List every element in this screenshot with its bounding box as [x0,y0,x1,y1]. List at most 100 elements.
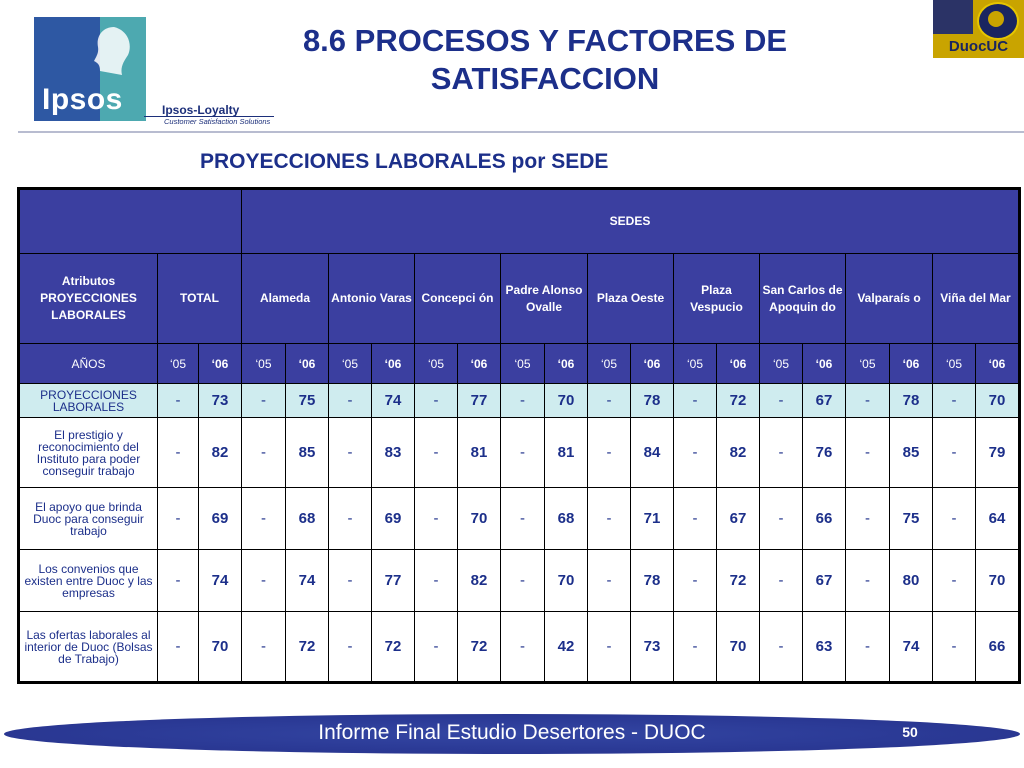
value-cell-05: - [932,383,976,418]
value-cell-05: - [328,417,372,488]
value-cell-06: 72 [371,611,415,682]
face-silhouette-icon [94,27,130,75]
year-05-cell: ‘05 [673,343,717,384]
value-cell-05: - [845,611,890,682]
year-06-cell: ‘06 [889,343,933,384]
value-cell-06: 82 [716,417,760,488]
value-cell-06: 70 [198,611,242,682]
value-cell-05: - [932,611,976,682]
year-06-cell: ‘06 [371,343,415,384]
value-cell-05: - [328,611,372,682]
value-cell-05: - [157,487,199,550]
loyalty-divider [144,116,274,117]
value-cell-05: - [673,611,717,682]
table-row: Las ofertas laborales al interior de Duo… [19,611,1019,682]
value-cell-05: - [587,417,631,488]
year-05-cell: ‘05 [932,343,976,384]
value-cell-06: 76 [802,417,846,488]
ipsos-wordmark: Ipsos [42,83,123,116]
table-row: PROYECCIONES LABORALES -73-75-74-77-70-78… [19,383,1019,418]
value-cell-05: - [673,549,717,612]
value-cell-05: - [414,549,458,612]
value-cell-05: - [500,549,545,612]
slide-title-line-1: 8.6 PROCESOS Y FACTORES DE [302,23,788,58]
total-header: TOTAL [157,253,242,344]
value-cell-06: 64 [975,487,1019,550]
value-cell-06: 70 [544,383,588,418]
value-cell-06: 70 [975,549,1019,612]
sedes-header: SEDES [241,189,1019,254]
value-cell-06: 78 [630,549,674,612]
value-cell-06: 69 [371,487,415,550]
value-cell-06: 73 [198,383,242,418]
value-cell-06: 66 [975,611,1019,682]
value-cell-05: - [759,417,803,488]
value-cell-06: 42 [544,611,588,682]
site-header-san-carlos: San Carlos de Apoquin do [759,253,846,344]
site-header-vina-del-mar: Viña del Mar [932,253,1019,344]
value-cell-05: - [241,383,286,418]
value-cell-06: 75 [285,383,329,418]
value-cell-06: 71 [630,487,674,550]
value-cell-06: 68 [285,487,329,550]
attributes-header: Atributos PROYECCIONES LABORALES [19,253,158,344]
value-cell-06: 67 [802,549,846,612]
value-cell-06: 67 [716,487,760,550]
value-cell-06: 81 [457,417,501,488]
value-cell-05: - [932,549,976,612]
value-cell-05: - [500,487,545,550]
value-cell-05: - [759,487,803,550]
value-cell-05: - [328,383,372,418]
site-header-plaza-oeste: Plaza Oeste [587,253,674,344]
value-cell-05: - [328,549,372,612]
table-row: El apoyo que brinda Duoc para conseguir … [19,487,1019,550]
year-05-cell: ‘05 [241,343,286,384]
value-cell-06: 70 [975,383,1019,418]
table-row: Los convenios que existen entre Duoc y l… [19,549,1019,612]
value-cell-06: 81 [544,417,588,488]
footer-banner: Informe Final Estudio Desertores - DUOC … [4,714,1020,754]
value-cell-06: 82 [198,417,242,488]
year-06-cell: ‘06 [802,343,846,384]
value-cell-05: - [241,549,286,612]
years-row: AÑOS ‘05 ‘06 ‘05 ‘06 ‘05 ‘06 ‘05 ‘06 ‘05… [19,343,1019,384]
value-cell-05: - [157,383,199,418]
value-cell-06: 72 [716,549,760,612]
row-label: Los convenios que existen entre Duoc y l… [19,549,158,612]
year-06-cell: ‘06 [975,343,1019,384]
value-cell-06: 72 [285,611,329,682]
value-cell-06: 74 [889,611,933,682]
year-06-cell: ‘06 [285,343,329,384]
row-label: PROYECCIONES LABORALES [19,383,158,418]
value-cell-06: 63 [802,611,846,682]
slide-subtitle: PROYECCIONES LABORALES por SEDE [200,150,609,173]
value-cell-05: - [845,549,890,612]
site-header-plaza-vespucio: Plaza Vespucio [673,253,760,344]
value-cell-05: - [157,417,199,488]
year-06-cell: ‘06 [716,343,760,384]
title-divider [18,131,1024,133]
value-cell-06: 68 [544,487,588,550]
value-cell-06: 70 [716,611,760,682]
value-cell-05: - [241,417,286,488]
value-cell-06: 85 [889,417,933,488]
value-cell-05: - [587,549,631,612]
value-cell-06: 70 [457,487,501,550]
value-cell-05: - [500,611,545,682]
value-cell-05: - [759,549,803,612]
value-cell-05: - [414,487,458,550]
years-label: AÑOS [19,343,158,384]
value-cell-06: 80 [889,549,933,612]
value-cell-05: - [241,611,286,682]
row-label: El apoyo que brinda Duoc para conseguir … [19,487,158,550]
value-cell-06: 70 [544,549,588,612]
slide-title: 8.6 PROCESOS Y FACTORES DE SATISFACCION [200,22,890,98]
year-06-cell: ‘06 [630,343,674,384]
value-cell-06: 74 [285,549,329,612]
year-05-cell: ‘05 [157,343,199,384]
site-header-antonio-varas: Antonio Varas [328,253,415,344]
value-cell-05: - [587,487,631,550]
value-cell-05: - [157,549,199,612]
year-06-cell: ‘06 [457,343,501,384]
table-row: El prestigio y reconocimiento del Instit… [19,417,1019,488]
